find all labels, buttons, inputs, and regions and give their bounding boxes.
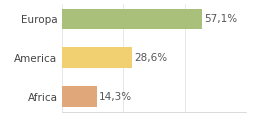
Text: 14,3%: 14,3%	[99, 92, 132, 102]
Text: 28,6%: 28,6%	[134, 53, 167, 63]
Bar	[62, 48, 132, 68]
Text: 57,1%: 57,1%	[204, 14, 237, 24]
Bar	[62, 86, 97, 107]
Bar	[62, 9, 202, 29]
